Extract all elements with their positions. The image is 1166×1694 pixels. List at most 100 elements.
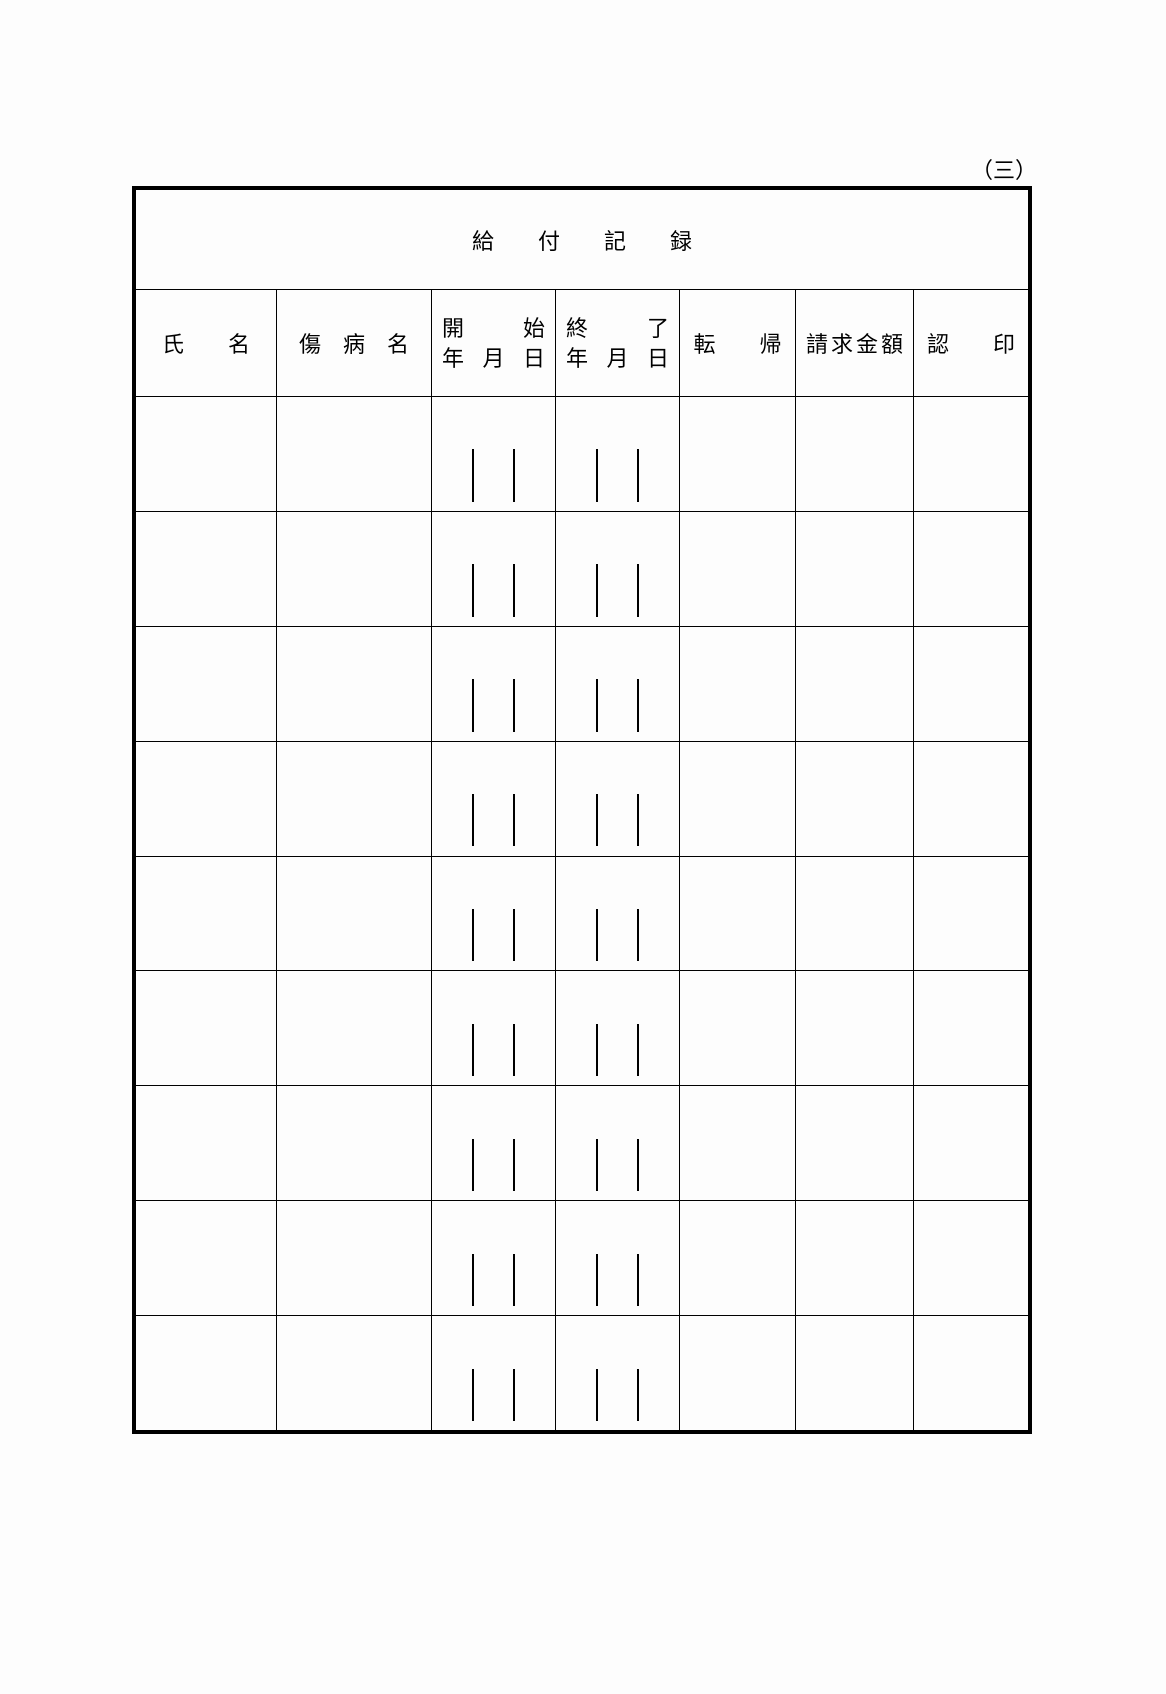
cell-disease	[277, 1201, 432, 1316]
date-separator-tick	[637, 1138, 639, 1192]
header-outcome: 転 帰	[680, 290, 796, 396]
date-separator-tick	[595, 1023, 598, 1077]
header-end-char-2: 了	[646, 315, 669, 341]
cell-outcome	[680, 626, 796, 741]
cell-name	[136, 626, 277, 741]
cell-end-date	[556, 1316, 680, 1431]
date-separator-tick	[513, 679, 515, 732]
date-separator-tick	[637, 564, 639, 617]
table-row	[136, 856, 1028, 972]
cell-outcome	[680, 1201, 796, 1316]
date-separator-tick	[513, 449, 515, 502]
cell-name	[136, 397, 277, 511]
cell-end-date	[556, 1086, 680, 1201]
cell-seal	[914, 742, 1028, 856]
date-separator-tick	[471, 1253, 474, 1306]
cell-start-date	[432, 511, 556, 626]
date-separator-tick	[471, 1138, 474, 1192]
cell-end-date	[556, 971, 680, 1086]
cell-seal	[914, 971, 1028, 1085]
date-separator-tick	[637, 794, 639, 847]
date-separator-tick	[471, 1023, 474, 1077]
header-end-char-1: 終	[566, 315, 589, 341]
cell-end-date	[556, 856, 680, 971]
table-title: 給 付 記 録	[136, 190, 1028, 290]
header-start-year: 年	[442, 345, 465, 371]
cell-claim-amount	[796, 626, 914, 741]
table-row	[136, 626, 1028, 742]
cell-start-date	[432, 1316, 556, 1431]
date-separator-tick	[513, 1368, 515, 1421]
table-row	[136, 971, 1028, 1087]
header-claim-amount: 請求金額	[796, 290, 914, 396]
table-body	[136, 397, 1028, 1431]
date-separator-tick	[471, 908, 474, 962]
header-start-ymd: 年 月 日	[442, 345, 545, 372]
cell-outcome	[680, 856, 796, 971]
date-separator-tick	[595, 679, 598, 732]
date-separator-tick	[513, 908, 515, 962]
table-row	[136, 1201, 1028, 1317]
cell-seal	[914, 1086, 1028, 1200]
cell-start-date	[432, 856, 556, 971]
cell-claim-amount	[796, 741, 914, 856]
date-separator-tick	[637, 908, 639, 962]
cell-claim-amount	[796, 1201, 914, 1316]
date-separator-tick	[471, 564, 474, 617]
header-seal: 認 印	[926, 332, 1015, 357]
date-separator-tick	[471, 679, 474, 732]
header-start-char-2: 始	[522, 315, 545, 341]
cell-outcome	[680, 971, 796, 1086]
cell-name	[136, 971, 277, 1086]
cell-seal	[914, 397, 1028, 511]
date-separator-tick	[595, 794, 598, 847]
date-separator-tick	[637, 449, 639, 502]
header-start-top: 開 始	[442, 315, 545, 342]
cell-claim-amount	[796, 1086, 914, 1201]
date-separator-tick	[513, 564, 515, 617]
cell-start-date	[432, 971, 556, 1086]
date-separator-tick	[513, 1253, 515, 1306]
cell-start-date	[432, 1201, 556, 1316]
cell-end-date	[556, 626, 680, 741]
benefit-record-table: 給 付 記 録 氏 名 傷 病 名 開 始 年 月 日 終 了 年 月 日	[132, 186, 1032, 1434]
cell-outcome	[680, 1316, 796, 1431]
table-row	[136, 397, 1028, 512]
date-separator-tick	[595, 1253, 598, 1306]
cell-seal	[914, 1316, 1028, 1430]
cell-outcome	[680, 741, 796, 856]
cell-disease	[277, 511, 432, 626]
date-separator-tick	[595, 908, 598, 962]
cell-name	[136, 741, 277, 856]
date-separator-tick	[637, 1253, 639, 1306]
cell-seal	[914, 1201, 1028, 1315]
header-start-date: 開 始 年 月 日	[432, 290, 556, 396]
cell-name	[136, 1201, 277, 1316]
cell-name	[136, 511, 277, 626]
cell-seal	[914, 857, 1028, 971]
cell-disease	[277, 397, 432, 511]
cell-claim-amount	[796, 1316, 914, 1431]
date-separator-tick	[595, 449, 598, 502]
cell-claim-amount	[796, 856, 914, 971]
header-start-char-1: 開	[442, 315, 465, 341]
date-separator-tick	[513, 794, 515, 847]
cell-outcome	[680, 397, 796, 511]
date-separator-tick	[595, 564, 598, 617]
header-start-day: 日	[522, 345, 545, 371]
cell-end-date	[556, 1201, 680, 1316]
date-separator-tick	[637, 1023, 639, 1077]
page-number-label: （三）	[971, 158, 1038, 183]
cell-claim-amount	[796, 971, 914, 1086]
cell-seal	[914, 627, 1028, 741]
table-header-row: 氏 名 傷 病 名 開 始 年 月 日 終 了 年 月 日 転 帰	[136, 290, 1028, 397]
date-separator-tick	[471, 1368, 474, 1421]
date-separator-tick	[595, 1138, 598, 1192]
cell-disease	[277, 971, 432, 1086]
cell-disease	[277, 856, 432, 971]
date-separator-tick	[637, 1368, 639, 1421]
header-end-day: 日	[646, 345, 669, 371]
header-name: 氏 名	[136, 290, 277, 396]
cell-name	[136, 856, 277, 971]
